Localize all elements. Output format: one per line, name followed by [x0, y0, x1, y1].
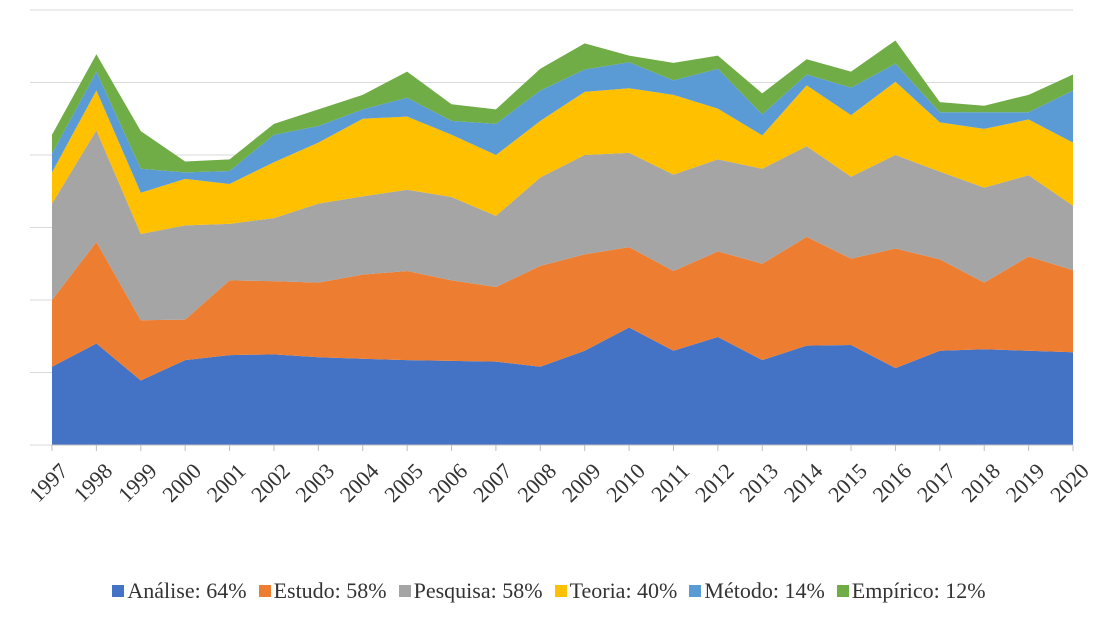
legend: Análise: 64% Estudo: 58% Pesquisa: 58% Teor…: [0, 578, 1098, 604]
x-tick-label: 1997: [24, 458, 73, 507]
x-tick-label: 1999: [113, 458, 162, 507]
legend-swatch: [112, 585, 125, 597]
x-tick-label: 2000: [157, 458, 206, 507]
x-tick-label: 2016: [867, 458, 916, 507]
x-tick-label: 2012: [690, 458, 739, 507]
x-tick-label: 2020: [1045, 458, 1094, 507]
x-tick-label: 2013: [734, 458, 783, 507]
legend-item: Análise: 64%: [112, 578, 247, 604]
legend-label: Estudo: 58%: [273, 578, 387, 603]
legend-swatch: [836, 585, 849, 597]
legend-label: Método: 14%: [704, 578, 825, 603]
legend-label: Teoria: 40%: [569, 578, 678, 603]
x-tick-label: 2001: [202, 458, 251, 507]
x-tick-label: 2005: [379, 458, 428, 507]
x-tick-label: 1998: [68, 458, 117, 507]
legend-item: Estudo: 58%: [258, 578, 387, 604]
x-tick-label: 2011: [646, 458, 694, 506]
area: [52, 40, 1073, 173]
x-tick-label: 2003: [290, 458, 339, 507]
legend-item: Empírico: 12%: [836, 578, 986, 604]
x-tick-label: 2019: [1001, 458, 1050, 507]
legend-swatch: [554, 585, 567, 597]
area: [52, 327, 1073, 445]
legend-item: Pesquisa: 58%: [398, 578, 543, 604]
x-tick-label: 2009: [557, 458, 606, 507]
area: [52, 81, 1073, 235]
legend-label: Empírico: 12%: [851, 578, 986, 603]
area: [52, 62, 1073, 193]
legend-swatch: [689, 585, 702, 597]
legend-label: Análise: 64%: [127, 578, 247, 603]
legend-item: Teoria: 40%: [554, 578, 678, 604]
x-tick-label: 2002: [246, 458, 295, 507]
legend-swatch: [398, 585, 411, 597]
x-tick-label: 2015: [823, 458, 872, 507]
x-tick-label: 2007: [468, 458, 517, 507]
x-tick-label: 2006: [424, 458, 473, 507]
area: [52, 236, 1073, 381]
x-tick-label: 2018: [956, 458, 1005, 507]
legend-item: Método: 14%: [689, 578, 825, 604]
area: [52, 130, 1073, 321]
plot: 1997199819992000200120022003200420052006…: [24, 9, 1094, 507]
legend-swatch: [258, 585, 271, 597]
x-tick-label: 2010: [601, 458, 650, 507]
x-tick-label: 2014: [779, 458, 828, 507]
x-tick-label: 2004: [335, 458, 384, 507]
x-tick-label: 2008: [512, 458, 561, 507]
x-tick-label: 2017: [912, 458, 961, 507]
legend-label: Pesquisa: 58%: [413, 578, 543, 603]
